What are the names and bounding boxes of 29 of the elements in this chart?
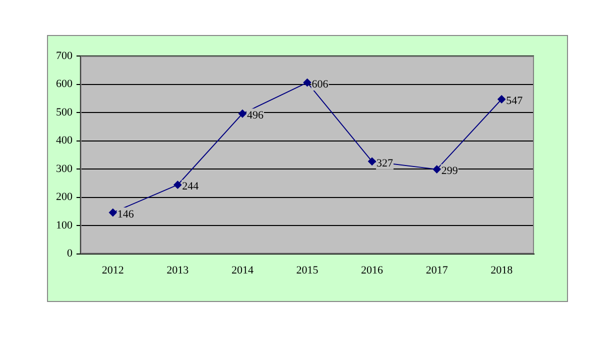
data-label: 146 [117,208,134,220]
data-label: 244 [182,180,200,193]
y-tick-label: 300 [56,162,73,175]
point [174,180,182,189]
y-tick-label: 400 [56,134,73,147]
y-tick-label: 100 [56,219,73,232]
x-tick-label: 2016 [361,264,384,276]
point [303,78,312,87]
x-tick-label: 2013 [166,264,190,276]
point [368,157,376,166]
point [108,208,117,217]
y-tick-label: 600 [56,78,73,90]
x-tick-label: 2012 [102,264,124,276]
y-tick-label: 700 [56,50,73,62]
y-tick-label: 500 [56,106,73,118]
x-tick-label: 2015 [296,264,319,276]
y-tick-label: 200 [56,191,73,204]
y-tick-label: 0 [67,248,73,260]
x-tick-label: 2018 [490,264,514,276]
data-label: 606 [312,78,329,90]
data-label: 496 [246,110,264,122]
data-label: 299 [441,165,458,178]
point [238,110,246,118]
point [432,165,441,174]
data-label: 547 [506,95,524,108]
x-tick-label: 2017 [426,264,448,276]
data-label: 327 [376,157,394,170]
x-tick-label: 2014 [231,264,254,276]
point [498,95,506,104]
